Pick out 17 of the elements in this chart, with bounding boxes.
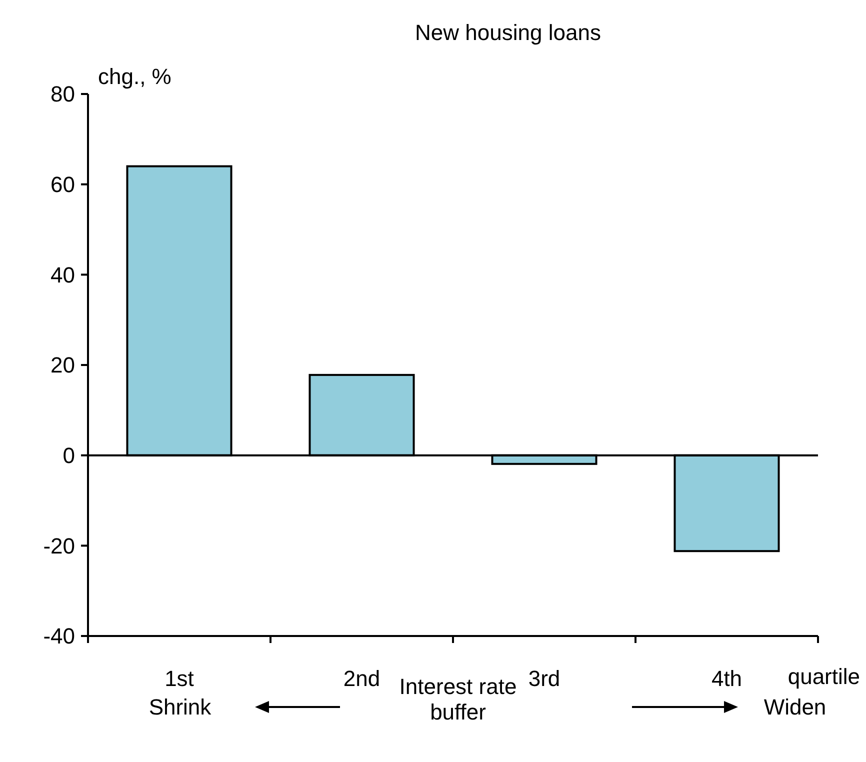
text: quartile: [788, 664, 860, 689]
y-tick-label: 20: [50, 352, 75, 378]
chart-title: New housing loans: [415, 20, 601, 45]
x-tick-label: 3rd: [528, 666, 560, 691]
x-tick-label: 2nd: [343, 666, 380, 691]
y-tick-label: -40: [43, 624, 75, 649]
y-tick-label: 60: [50, 172, 75, 198]
x-axis-title: Interest rate buffer: [399, 674, 517, 724]
text: Shrink: [148, 694, 212, 720]
y-axis-title: chg., %: [98, 64, 172, 89]
y-tick-label: 40: [50, 262, 75, 288]
text: Widen: [764, 694, 826, 720]
y-tick-label: -20: [43, 533, 75, 558]
x-tick-label: 1st: [164, 666, 194, 691]
y-tick-label: 80: [50, 82, 75, 107]
x-tick-label: 4th: [711, 666, 742, 691]
y-tick-label: 0: [62, 443, 75, 468]
